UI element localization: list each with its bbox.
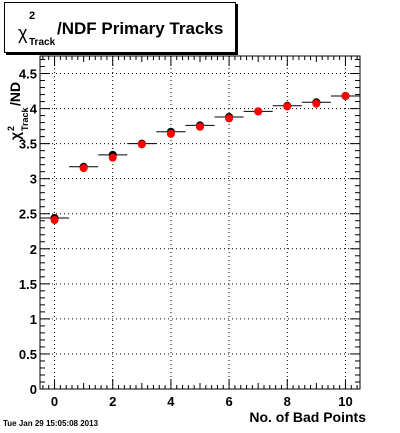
red-point — [108, 153, 117, 162]
y-axis-label: χ 2 Track /ND — [6, 82, 30, 140]
y-tick-label: 2.5 — [19, 207, 37, 222]
x-tick-label: 2 — [109, 394, 116, 409]
x-tick-label: 4 — [167, 394, 175, 409]
plot-frame — [39, 55, 361, 390]
red-point — [137, 140, 146, 149]
y-tick-label: 4.5 — [19, 67, 37, 82]
y-tick-label: 0 — [30, 382, 37, 397]
title-box: χ 2 Track /NDF Primary Tracks — [4, 2, 236, 53]
y-tick-label: 1.5 — [19, 277, 37, 292]
title-subscript: Track — [29, 37, 56, 48]
red-point — [283, 102, 292, 111]
title-symbol: χ — [18, 23, 28, 43]
x-tick-label: 10 — [338, 394, 352, 409]
svg-text:/ND: /ND — [7, 82, 23, 106]
red-point — [50, 216, 59, 225]
x-tick-label: 6 — [225, 394, 232, 409]
y-tick-label: 3 — [30, 172, 37, 187]
red-point — [341, 91, 350, 100]
svg-text:2: 2 — [6, 126, 16, 131]
y-tick-label: 0.5 — [19, 347, 37, 362]
red-point — [254, 107, 263, 116]
y-tick-label: 1 — [30, 312, 37, 327]
svg-text:Track: Track — [20, 106, 30, 131]
grid-lines — [40, 56, 360, 389]
x-axis-label: No. of Bad Points — [249, 409, 366, 425]
chart-title: /NDF Primary Tracks — [57, 19, 224, 38]
red-point — [225, 114, 234, 123]
y-tick-label: 2 — [30, 242, 37, 257]
x-tick-label: 8 — [284, 394, 291, 409]
timestamp: Tue Jan 29 15:05:08 2013 — [3, 419, 99, 428]
red-point — [312, 99, 321, 108]
y-tick-label: 3.5 — [19, 137, 37, 152]
y-tick-label: 4 — [30, 102, 38, 117]
red-point — [166, 129, 175, 138]
svg-text:χ: χ — [7, 132, 23, 140]
title-superscript: 2 — [29, 10, 36, 22]
tick-labels: 0 2 4 6 8 10 0 0.5 1 1.5 2 2.5 3 3.5 4 4.5 — [19, 67, 353, 409]
axis-ticks — [40, 56, 360, 390]
data-points — [40, 91, 360, 225]
x-tick-label: 0 — [51, 394, 58, 409]
red-point — [79, 164, 88, 173]
red-point — [196, 122, 204, 131]
